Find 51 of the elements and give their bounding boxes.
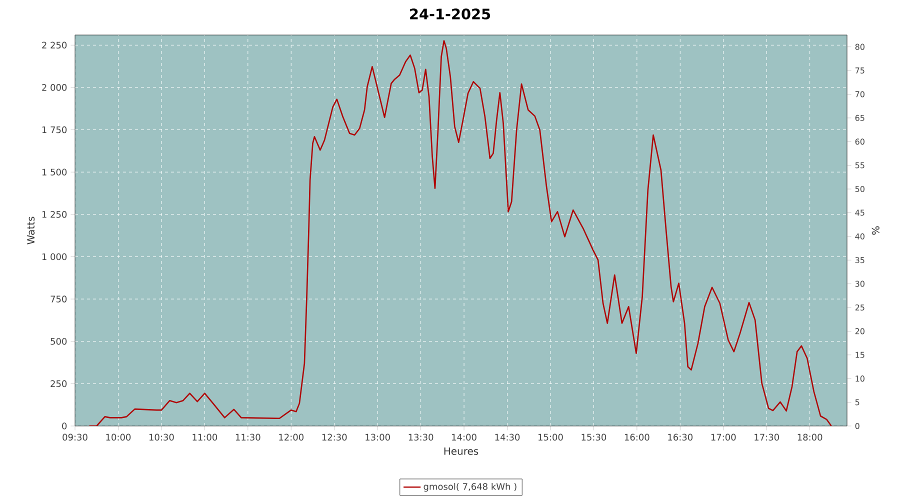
chart-title: 24-1-2025 bbox=[410, 8, 490, 20]
x-tick-label: 15:30 bbox=[582, 434, 606, 441]
y-tick-label: 1 250 bbox=[42, 211, 67, 218]
y2-tick-label: 65 bbox=[855, 114, 864, 121]
y2-tick-label: 30 bbox=[855, 280, 864, 287]
x-tick-label: 12:00 bbox=[279, 434, 304, 441]
y-tick-label: 1 000 bbox=[42, 253, 67, 260]
legend-label: gmosol( 7,648 kWh ) bbox=[424, 482, 516, 492]
y2-tick-label: 0 bbox=[855, 422, 860, 430]
y-tick-label: 2 250 bbox=[42, 42, 67, 49]
x-tick-label: 13:30 bbox=[408, 434, 434, 441]
x-tick-label: 14:30 bbox=[495, 434, 520, 441]
y2-tick-label: 75 bbox=[855, 68, 864, 74]
x-tick-label: 15:00 bbox=[538, 434, 563, 441]
y2-tick-label: 70 bbox=[855, 91, 864, 98]
x-axis-title: Heures bbox=[444, 447, 478, 455]
y2-tick-label: 80 bbox=[855, 44, 864, 50]
y2-tick-label: 5 bbox=[855, 399, 860, 406]
y-tick-label: 500 bbox=[50, 338, 67, 345]
line-series bbox=[88, 40, 832, 426]
y-tick-label: 1 750 bbox=[42, 126, 67, 134]
x-tick-label: 09:30 bbox=[62, 434, 88, 441]
y2-tick-label: 15 bbox=[856, 352, 864, 358]
y-tick-label: 2 000 bbox=[42, 84, 67, 91]
y2-tick-label: 55 bbox=[855, 162, 864, 168]
y2-tick-label: 20 bbox=[855, 328, 864, 334]
x-tick-label: 14:00 bbox=[452, 434, 476, 441]
y2-tick-label: 35 bbox=[855, 257, 864, 264]
y2-tick-label: 40 bbox=[855, 233, 864, 240]
x-tick-label: 18:00 bbox=[798, 434, 822, 441]
y2-tick-label: 25 bbox=[855, 304, 864, 311]
y-tick-label: 750 bbox=[50, 296, 67, 302]
y2-tick-label: 60 bbox=[855, 138, 864, 145]
x-tick-label: 11:00 bbox=[192, 434, 218, 441]
y-axis-title: Watts bbox=[27, 216, 35, 244]
x-tick-label: 10:30 bbox=[149, 434, 174, 441]
y-tick-label: 1 500 bbox=[42, 168, 67, 176]
y2-tick-label: 10 bbox=[856, 376, 864, 382]
x-tick-label: 11:30 bbox=[236, 434, 260, 441]
x-tick-label: 17:30 bbox=[754, 434, 779, 441]
x-tick-label: 10:00 bbox=[106, 434, 131, 441]
x-tick-label: 13:00 bbox=[366, 434, 390, 441]
y2-tick-label: 45 bbox=[855, 210, 864, 216]
y2-axis-title: % bbox=[872, 226, 880, 235]
x-tick-label: 12:30 bbox=[322, 434, 347, 441]
x-tick-label: 16:00 bbox=[624, 434, 650, 441]
y2-tick-label: 50 bbox=[855, 186, 864, 192]
x-tick-label: 17:00 bbox=[711, 434, 736, 441]
y-tick-label: 250 bbox=[50, 380, 67, 388]
x-tick-label: 16:30 bbox=[668, 434, 693, 441]
y-tick-label: 0 bbox=[62, 422, 67, 430]
